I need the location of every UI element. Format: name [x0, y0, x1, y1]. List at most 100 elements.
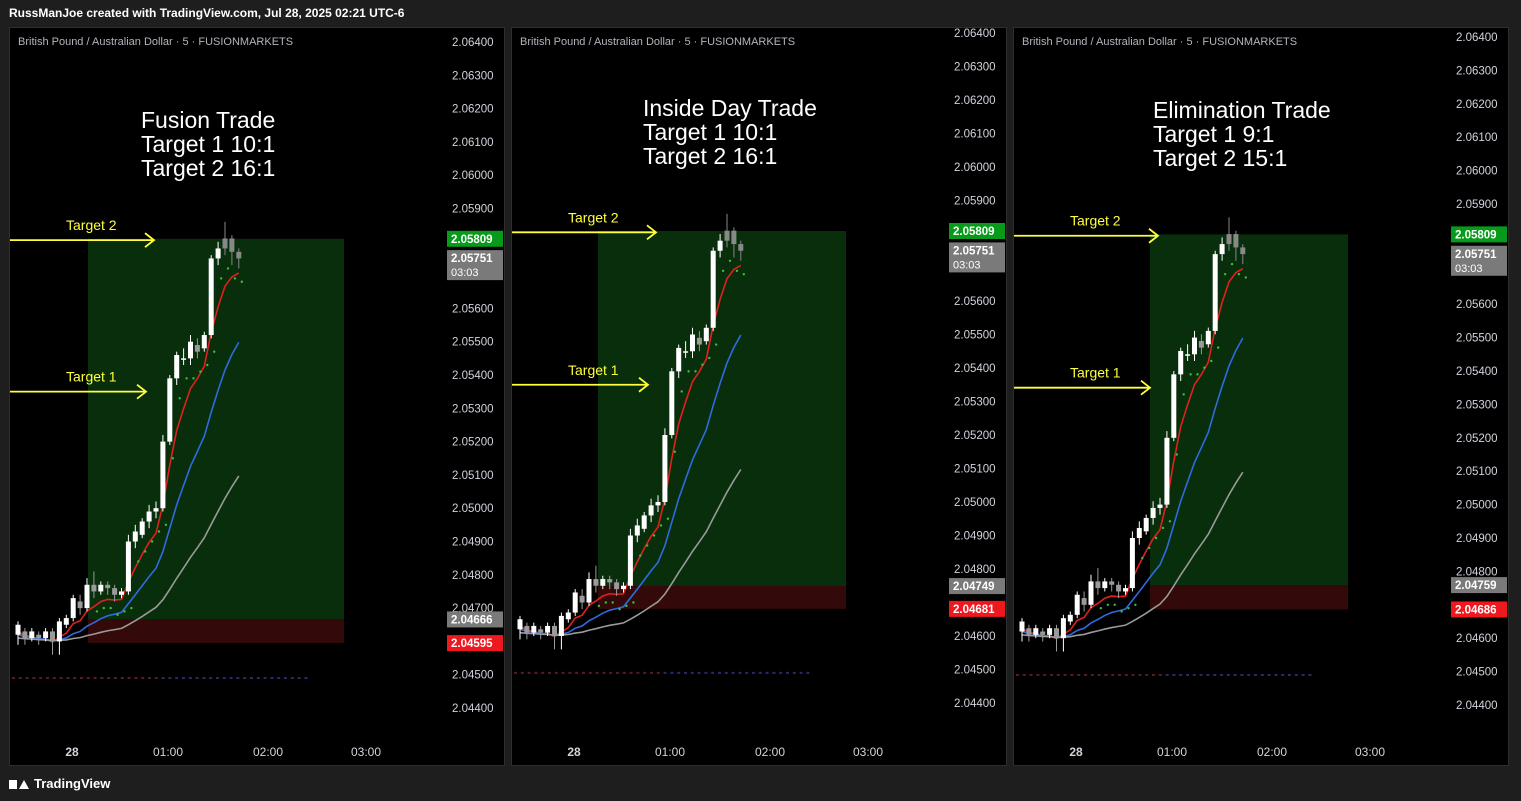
y-tick-label: 2.06200 — [1456, 99, 1498, 111]
candle-body — [98, 584, 104, 592]
candle-body — [22, 631, 28, 639]
indicator-dot — [1254, 673, 1257, 676]
candle-body — [229, 238, 235, 252]
indicator-dot — [256, 677, 260, 680]
indicator-dot — [687, 370, 690, 373]
y-tick-label: 2.05000 — [954, 497, 996, 509]
indicator-dot — [1223, 272, 1227, 276]
indicator-dot — [161, 677, 165, 680]
annotation-line: Inside Day Trade — [643, 95, 817, 121]
indicator-dot — [597, 604, 601, 608]
x-tick-label: 28 — [567, 745, 581, 759]
y-tick-label: 2.05100 — [1456, 466, 1498, 478]
indicator-dot — [806, 671, 810, 674]
indicator-dot — [1043, 673, 1047, 676]
chart-panel-inside-day[interactable]: British Pound / Australian Dollar · 5 · … — [511, 27, 1007, 766]
symbol-title: British Pound / Australian Dollar · 5 · … — [18, 36, 294, 48]
indicator-dot — [39, 677, 43, 680]
candle-body — [139, 521, 145, 535]
candle-body — [63, 618, 69, 625]
indicator-dot — [1213, 673, 1217, 676]
indicator-dot — [520, 671, 524, 674]
price-label-box — [447, 635, 503, 652]
indicator-dot — [297, 677, 301, 680]
y-tick-label: 2.05000 — [452, 503, 494, 515]
indicator-dot — [1050, 673, 1053, 676]
x-tick-label: 01:00 — [655, 745, 685, 759]
indicator-dot — [1220, 673, 1223, 676]
indicator-dot — [602, 671, 606, 674]
indicator-dot — [792, 671, 796, 674]
annotation-line: Target 2 16:1 — [141, 155, 275, 181]
indicator-dot — [277, 677, 281, 680]
indicator-dot — [130, 606, 133, 610]
y-tick-label: 2.04800 — [452, 570, 494, 582]
indicator-dot — [715, 343, 718, 346]
candle-body — [600, 579, 606, 586]
candle-body — [1047, 628, 1053, 635]
annotation-line: Fusion Trade — [141, 107, 275, 133]
candle-body — [112, 588, 118, 595]
indicator-dot — [80, 677, 83, 680]
indicator-dot — [711, 671, 715, 674]
price-label-box — [949, 222, 1005, 239]
indicator-dot — [1230, 262, 1234, 266]
indicator-dot — [1192, 673, 1196, 676]
chart-panel-fusion[interactable]: British Pound / Australian Dollar · 5 · … — [9, 27, 505, 766]
indicator-dot — [568, 671, 572, 674]
candle-body — [558, 615, 564, 636]
chart-panel-elimination[interactable]: British Pound / Australian Dollar · 5 · … — [1013, 27, 1509, 766]
candle-body — [1033, 628, 1039, 635]
y-tick-label: 2.04900 — [1456, 533, 1498, 545]
indicator-dot — [202, 677, 206, 680]
indicator-dot — [728, 259, 732, 262]
y-tick-label: 2.05900 — [1456, 199, 1498, 211]
indicator-dot — [164, 523, 168, 527]
indicator-dot — [1196, 373, 1199, 376]
indicator-dot — [182, 677, 185, 680]
indicator-dot — [772, 671, 776, 674]
indicator-dot — [1141, 556, 1144, 560]
candle-body — [724, 230, 730, 241]
indicator-dot — [304, 677, 308, 680]
y-tick-label: 2.06200 — [452, 104, 494, 116]
x-tick-label: 02:00 — [253, 745, 283, 759]
y-tick-label: 2.04600 — [1456, 633, 1498, 645]
price-label-box — [1451, 245, 1507, 276]
indicator-dot — [1281, 673, 1285, 676]
indicator-dot — [1161, 526, 1165, 530]
y-tick-label: 2.05600 — [452, 303, 494, 315]
tradingview-logo[interactable]: TradingView — [9, 776, 110, 791]
indicator-dot — [229, 677, 233, 680]
y-tick-label: 2.06400 — [1456, 32, 1498, 44]
candle-body — [1240, 247, 1246, 255]
price-label-box — [447, 230, 503, 247]
target-arrow-head — [1148, 228, 1160, 244]
candle-body — [15, 624, 21, 635]
indicator-dot — [1301, 673, 1305, 676]
indicator-dot — [629, 671, 633, 674]
indicator-dot — [673, 450, 676, 453]
y-tick-label: 2.05900 — [954, 196, 996, 208]
candle-body — [593, 579, 599, 586]
y-tick-label: 2.05500 — [954, 330, 996, 342]
y-tick-label: 2.06400 — [452, 37, 494, 49]
candle-body — [1067, 614, 1073, 622]
indicator-dot — [59, 677, 63, 680]
indicator-dot — [1203, 366, 1206, 369]
candle-body — [662, 435, 668, 502]
indicator-dot — [233, 277, 237, 280]
indicator-dot — [779, 671, 783, 674]
indicator-dot — [236, 677, 240, 680]
price-label-box — [949, 578, 1005, 595]
indicator-dot — [1148, 546, 1151, 550]
indicator-dot — [32, 677, 36, 680]
y-tick-label: 2.05200 — [954, 430, 996, 442]
symbol-title: British Pound / Australian Dollar · 5 · … — [1022, 36, 1298, 48]
indicator-dot — [1172, 673, 1176, 676]
indicator-dot — [745, 671, 749, 674]
y-tick-label: 2.06100 — [954, 129, 996, 141]
indicator-dot — [514, 671, 517, 674]
